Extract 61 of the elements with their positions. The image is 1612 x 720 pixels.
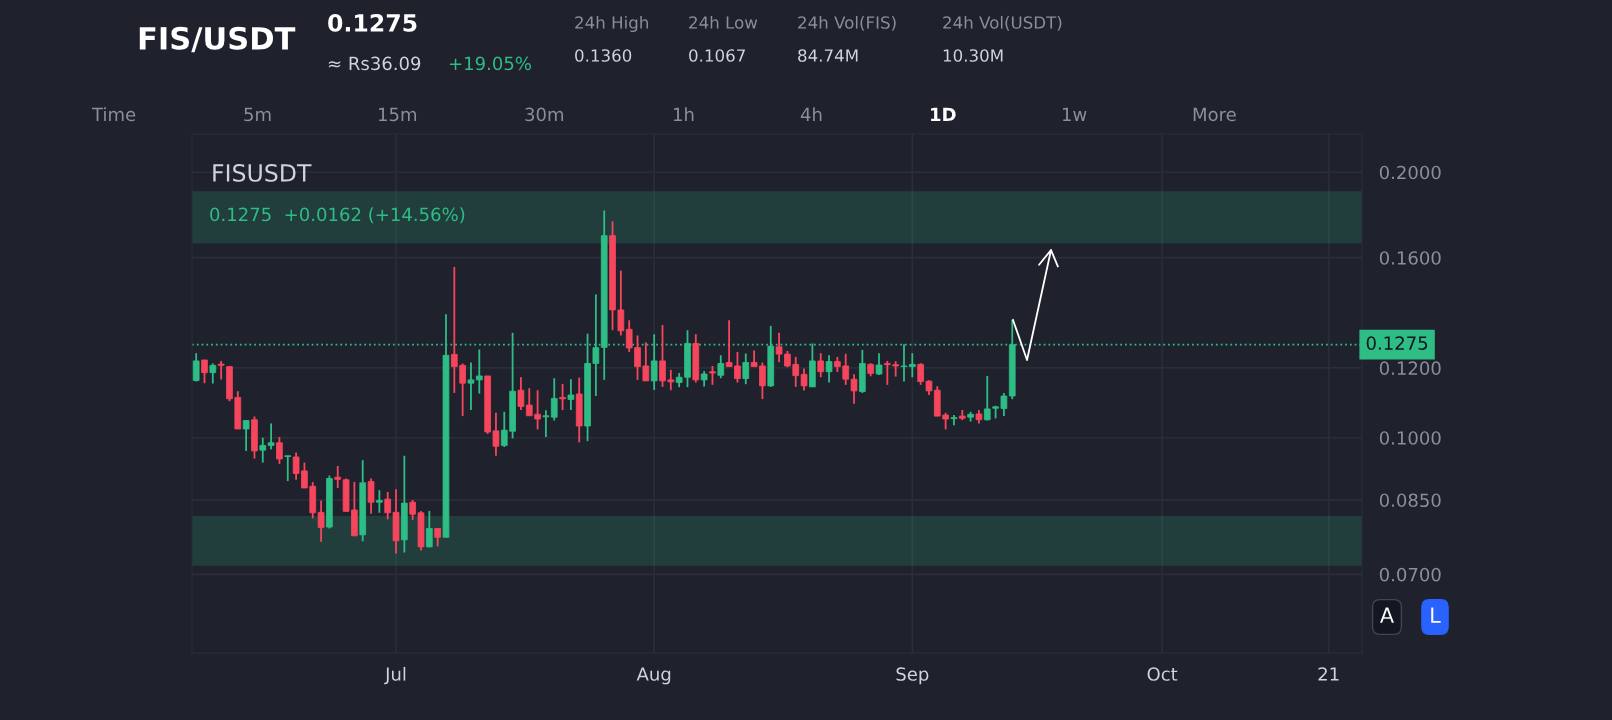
candlestick — [192, 352, 200, 383]
candlestick — [276, 436, 283, 465]
y-tick-label: 0.1600 — [1379, 251, 1441, 265]
text: +19.05% — [449, 56, 531, 71]
candlestick — [742, 352, 750, 386]
text: Time — [91, 107, 136, 122]
y-tick-label: 0.2000 — [1379, 165, 1441, 180]
candlestick — [709, 365, 716, 386]
text: 24h High — [575, 15, 648, 33]
candlestick — [517, 376, 525, 411]
text: 10.30M — [943, 49, 1003, 62]
x-tick-label: Sep — [896, 667, 929, 685]
text: FISUSDT — [213, 163, 312, 182]
candlestick — [317, 499, 325, 543]
candlestick — [542, 409, 550, 438]
text: 5m — [244, 107, 271, 122]
text: More — [1193, 107, 1236, 122]
candlestick — [567, 378, 575, 411]
x-tick-label: 21 — [1318, 667, 1339, 681]
text: 30m — [525, 107, 564, 122]
candlestick — [817, 352, 825, 379]
text: 0.1275 — [328, 13, 417, 32]
candlestick — [825, 354, 833, 384]
text: 4h — [800, 107, 822, 121]
chart-title: FIS/USDT — [139, 26, 296, 53]
text: 24h Vol(FIS) — [798, 15, 896, 31]
candlestick — [426, 510, 433, 549]
ref-line-label: 0.1275 — [1366, 336, 1428, 350]
x-tick-label: Oct — [1147, 667, 1178, 681]
text: 1h — [673, 107, 694, 121]
candlestick — [209, 362, 217, 385]
candlestick — [217, 360, 225, 381]
y-tick-label: 0.0850 — [1379, 493, 1441, 508]
candlestick — [550, 377, 558, 422]
text: 0.1360 — [575, 49, 632, 62]
candlestick — [717, 354, 725, 380]
candlestick — [367, 477, 375, 515]
text: L — [1431, 607, 1441, 623]
y-tick-label: 0.1000 — [1379, 431, 1441, 445]
x-tick-label: Jul — [384, 666, 406, 685]
text: 1w — [1062, 107, 1087, 121]
text: 0.1067 — [689, 49, 745, 62]
candlestick — [559, 382, 566, 411]
candlestick — [259, 436, 267, 464]
y-tick-label: 0.1200 — [1379, 361, 1441, 375]
candlestick — [875, 352, 883, 376]
annotation: 0.1275 +0.0162 (+14.56%) — [210, 207, 465, 224]
candlestick — [284, 454, 292, 482]
candlestick — [376, 489, 383, 514]
candlestick — [267, 422, 275, 451]
text: 84.74M — [798, 49, 858, 62]
y-tick-label: 0.0700 — [1379, 567, 1441, 582]
text: 24h Vol(USDT) — [943, 15, 1062, 31]
text: 1D — [931, 107, 956, 121]
text: A — [1380, 607, 1394, 623]
candlestick — [242, 419, 250, 452]
candlestick — [201, 359, 208, 385]
x-tick-label: Aug — [636, 667, 671, 685]
text: 24h Low — [689, 15, 758, 29]
text: ≈ Rs36.09 — [328, 56, 421, 71]
text: 15m — [378, 107, 417, 122]
